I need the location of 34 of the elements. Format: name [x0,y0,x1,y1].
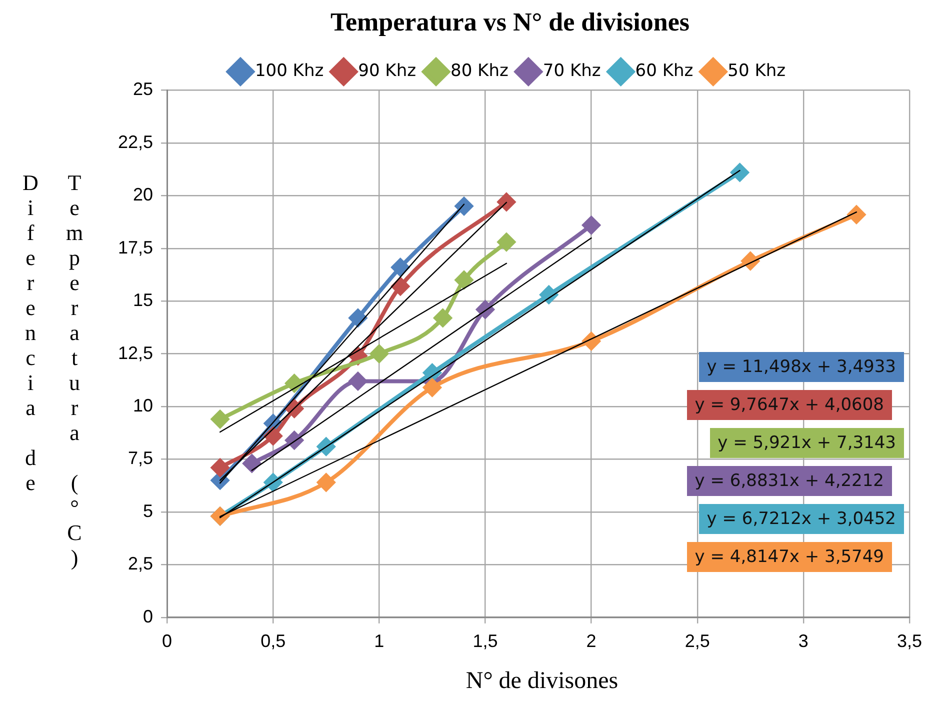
chart-title: Temperatura vs N° de divisiones [330,7,690,36]
x-axis-title: N° de divisones [464,668,620,695]
y-tick-label: 5 [143,500,154,521]
x-tick-label: 0 [162,631,172,652]
legend-label: 50 Khz [728,61,786,82]
y-tick-label: 15 [133,290,154,310]
legend-label: 90 Khz [358,61,416,82]
annotation: y = 11,498x + 3,4933 [698,352,904,382]
x-tick-label: 0,5 [260,631,286,652]
legend-label: 60 Khz [635,61,694,82]
x-tick-label: 1 [374,631,384,652]
annotation: y = 5,921x + 7,3143 [710,428,904,458]
y-tick-label: 25 [133,79,154,100]
y-tick-label: 7,5 [128,448,154,468]
annotation: y = 6,8831x + 4,2212 [686,466,892,496]
y-tick-label: 22,5 [118,132,154,152]
x-tick-label: 2,5 [684,631,710,652]
annotation: y = 4,8147x + 3,5749 [686,542,892,572]
legend-label: 100 Khz [254,61,324,82]
x-tick-label: 1,5 [472,631,498,652]
annotation: y = 9,7647x + 4,0608 [686,390,892,420]
y-tick-label: 0 [143,606,154,626]
y-axis-title: Diferencia de Temperatura (°C) [17,170,88,572]
y-tick-label: 2,5 [128,554,154,574]
y-tick-label: 10 [133,395,154,416]
legend-label: 80 Khz [450,61,508,82]
y-tick-label: 17,5 [118,237,154,258]
annotation: y = 6,7212x + 3,0452 [698,504,904,534]
x-tick-label: 3 [798,631,808,652]
y-tick-label: 20 [133,184,154,205]
x-tick-label: 2 [586,631,596,652]
y-tick-label: 12,5 [118,342,154,363]
legend-label: 70 Khz [542,61,601,82]
x-tick-label: 3,5 [896,631,922,652]
